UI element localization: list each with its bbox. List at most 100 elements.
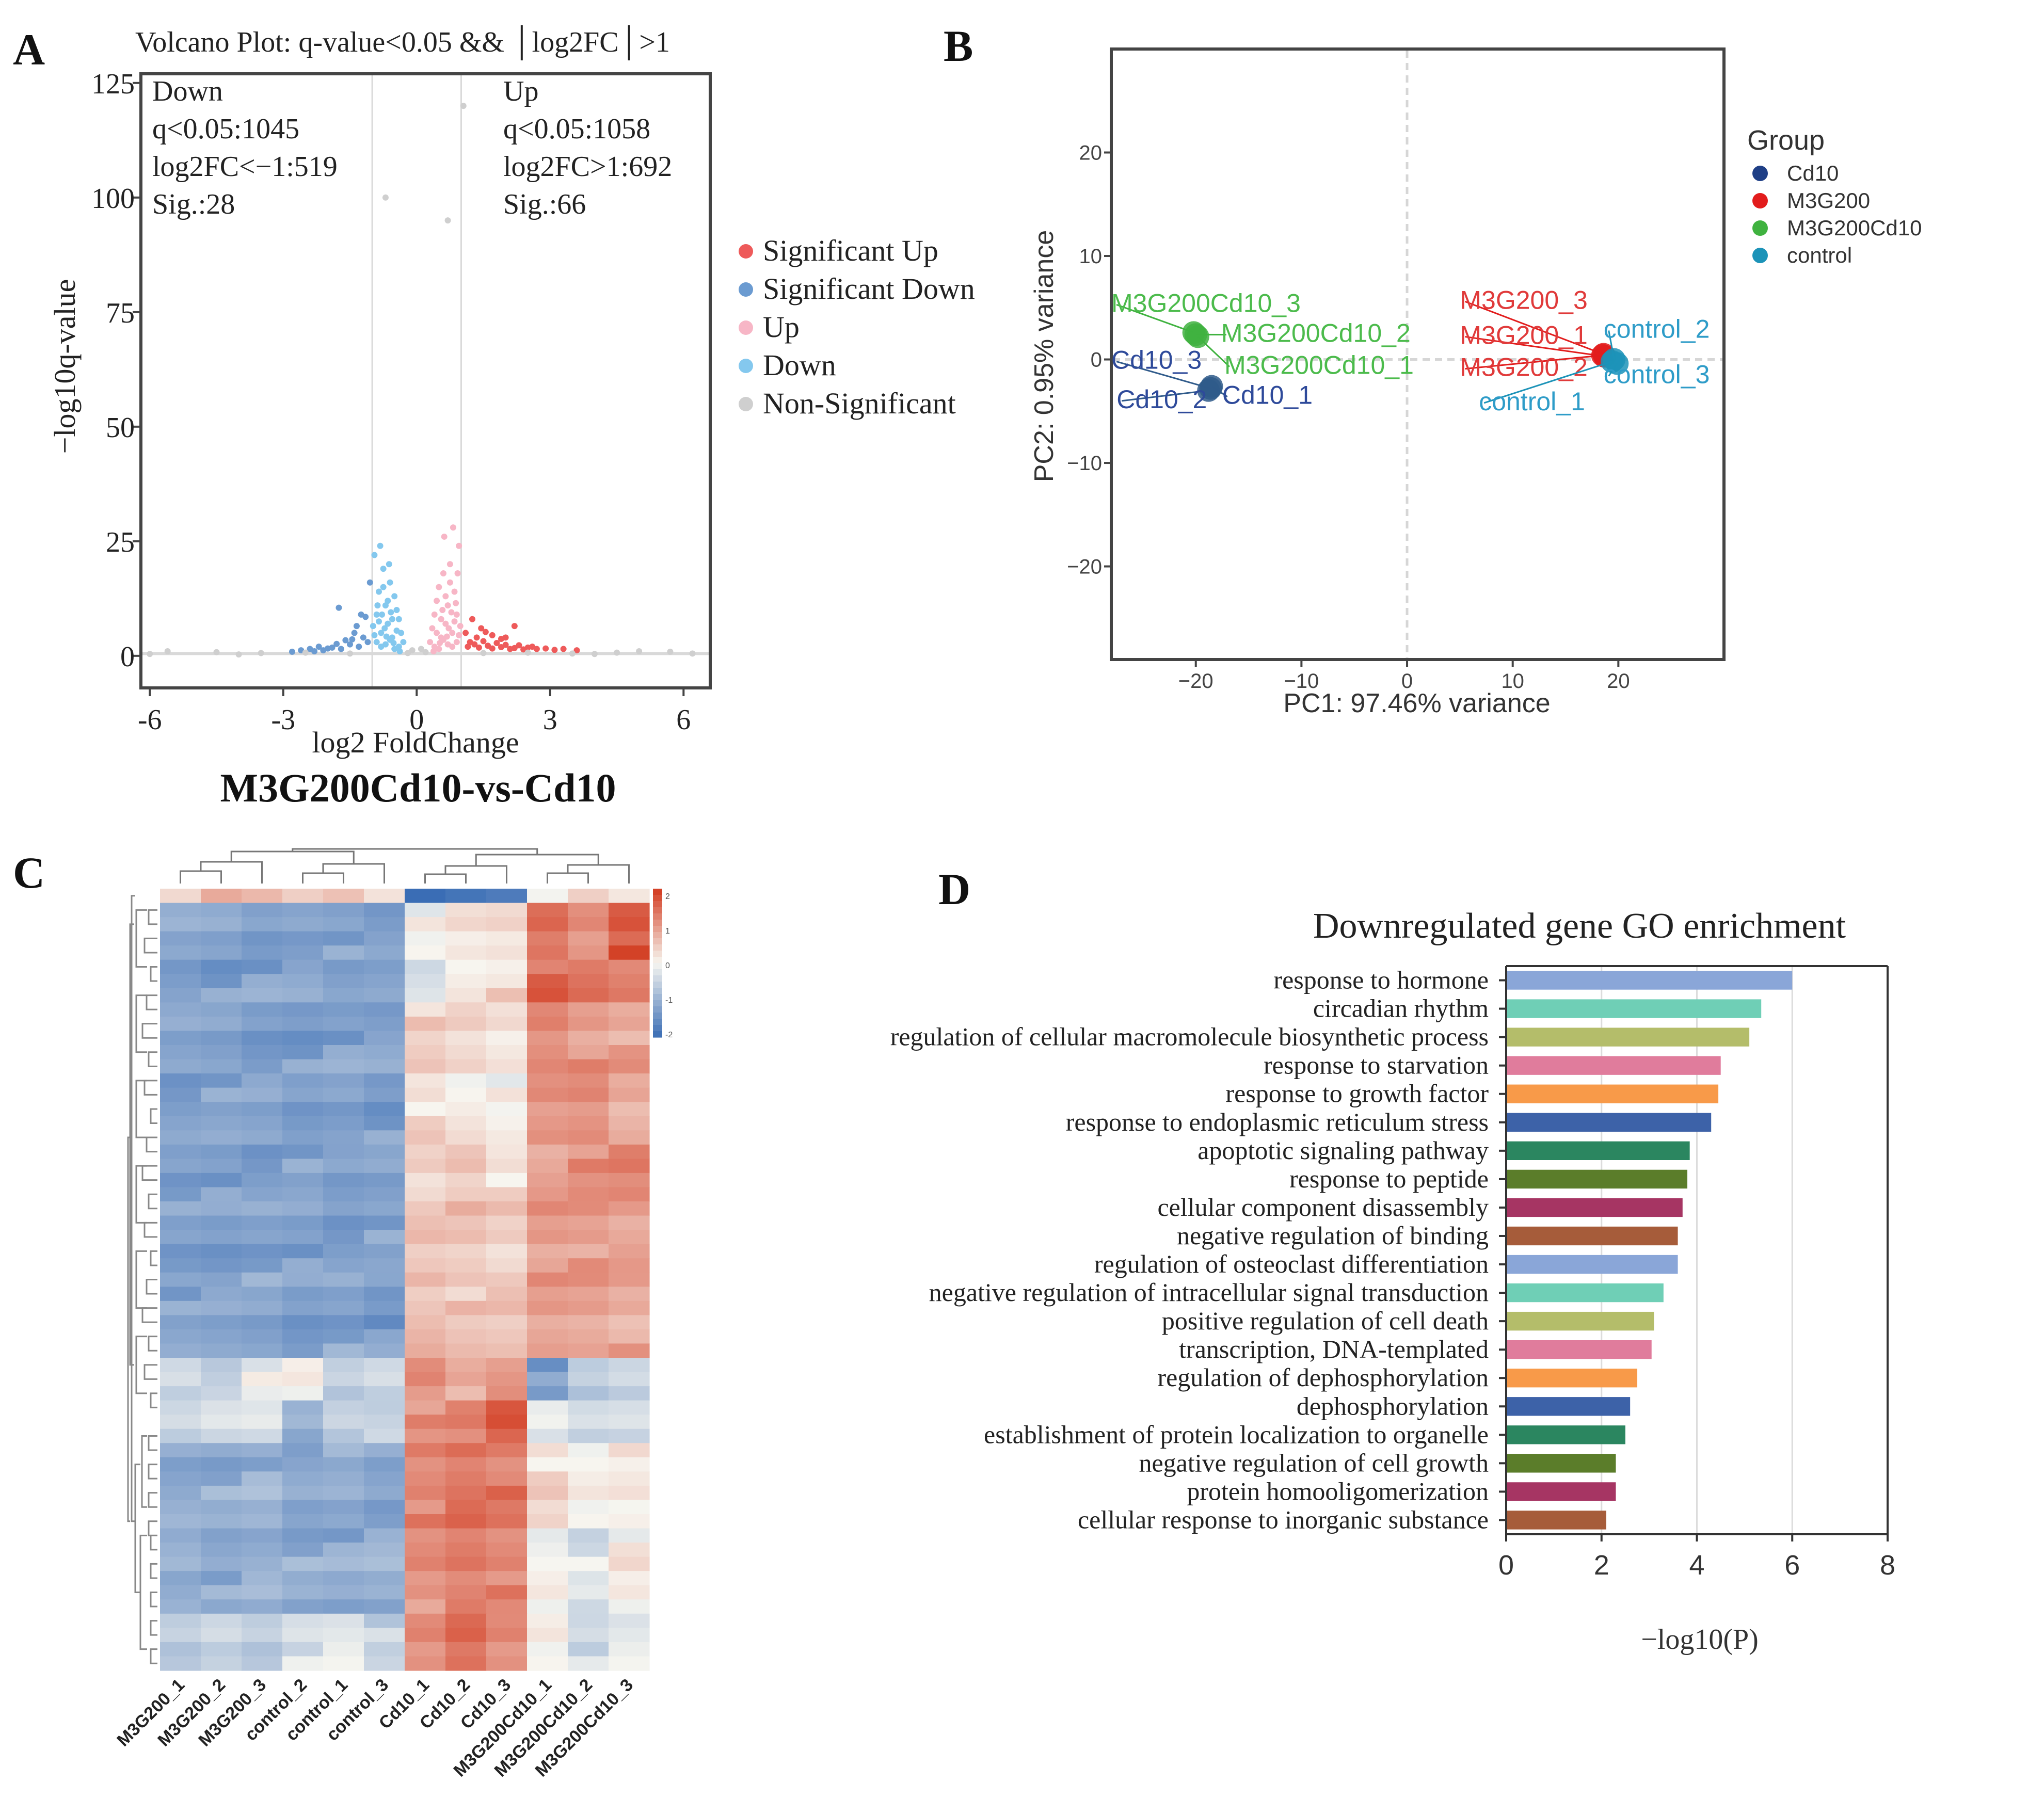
heatmap-cell <box>568 1201 609 1216</box>
heatmap-cell <box>568 1514 609 1529</box>
colorbar-segment <box>653 951 662 957</box>
go-term-label-response-to-hormone: response to hormone <box>1273 966 1489 994</box>
heatmap-cell <box>405 1556 446 1571</box>
colorbar-segment <box>653 944 662 951</box>
heatmap-cell <box>323 1343 364 1358</box>
heatmap-cell <box>364 1528 405 1543</box>
colorbar-segment <box>653 926 662 933</box>
pca-y-tick-label: 10 <box>1079 245 1103 268</box>
heatmap-cell <box>201 1415 242 1429</box>
heatmap-cell <box>527 1159 568 1174</box>
heatmap-cell <box>527 1656 568 1671</box>
heatmap-cell <box>201 1471 242 1486</box>
heatmap-cell <box>242 1159 283 1174</box>
volcano-point-up <box>434 630 440 636</box>
heatmap-cell <box>527 1599 568 1614</box>
heatmap-cell <box>242 988 283 1003</box>
volcano-point-non-significant <box>460 103 467 109</box>
pca-x-tick-label: 0 <box>1401 670 1413 693</box>
volcano-point-down <box>378 630 385 636</box>
volcano-point-down <box>373 639 380 646</box>
heatmap-cell <box>609 1201 650 1216</box>
heatmap-cell <box>609 1471 650 1486</box>
volcano-point-non-significant <box>258 650 264 656</box>
heatmap-cell <box>160 1457 201 1472</box>
heatmap-cell <box>445 1471 487 1486</box>
heatmap-cell <box>568 1585 609 1600</box>
heatmap-cell <box>160 1543 201 1557</box>
pca-label-connector <box>1116 303 1194 333</box>
volcano-point-significant-down <box>333 640 340 647</box>
heatmap-cell <box>201 1016 242 1032</box>
volcano-point-up <box>446 579 453 586</box>
heatmap-cell <box>527 974 568 989</box>
pca-y-axis-label: PC2: 0.95% variance <box>1029 230 1059 483</box>
heatmap-cell <box>609 974 650 989</box>
heatmap-cell <box>242 974 283 989</box>
heatmap-cell <box>242 1343 283 1358</box>
heatmap-cell <box>364 1059 405 1074</box>
heatmap-cell <box>527 1329 568 1344</box>
pca-point-cd10-3 <box>1199 377 1222 400</box>
go-term-label-response-to-endoplasmic-reticulum-stress: response to endoplasmic reticulum stress <box>1066 1107 1489 1136</box>
pca-x-tick-label: −10 <box>1284 670 1319 693</box>
heatmap-cell <box>242 1543 283 1557</box>
heatmap-cell <box>364 903 405 918</box>
heatmap-cell <box>282 1258 324 1273</box>
go-bar-cellular-component-disassembly <box>1506 1198 1683 1217</box>
heatmap-cell <box>405 1016 446 1032</box>
heatmap-cell <box>486 988 528 1003</box>
heatmap-cell <box>323 1656 364 1671</box>
heatmap-cell <box>282 1130 324 1145</box>
heatmap-cell <box>282 917 324 932</box>
heatmap-cell <box>242 1471 283 1486</box>
go-bar-positive-regulation-of-cell-death <box>1506 1311 1654 1331</box>
heatmap-cell <box>486 1428 528 1443</box>
volcano-point-down <box>385 598 391 604</box>
volcano-point-non-significant <box>382 194 389 201</box>
heatmap-cell <box>160 1471 201 1486</box>
heatmap-cell <box>364 1642 405 1657</box>
heatmap-cell <box>364 1613 405 1628</box>
volcano-point-significant-up <box>516 642 522 649</box>
heatmap-cell <box>405 1457 446 1472</box>
heatmap-cell <box>445 1059 487 1074</box>
volcano-point-up <box>434 598 440 604</box>
heatmap-cell <box>160 1514 201 1529</box>
heatmap-cell <box>364 1386 405 1401</box>
heatmap-colorbar: 2 1 0 -1 -2 <box>653 889 673 1039</box>
pca-point-label-control-2: control_2 <box>1604 314 1710 343</box>
heatmap-cell <box>609 1287 650 1302</box>
dendrogram-branch <box>150 1563 157 1579</box>
heatmap-cell <box>323 1543 364 1557</box>
heatmap-cell <box>242 1556 283 1571</box>
heatmap-cell <box>405 1087 446 1102</box>
heatmap-cell <box>486 1343 528 1358</box>
go-term-label-apoptotic-signaling-pathway: apoptotic signaling pathway <box>1197 1136 1489 1165</box>
heatmap-cell <box>445 1102 487 1117</box>
heatmap-cell <box>364 1500 405 1515</box>
colorbar-segment <box>653 1013 662 1019</box>
heatmap-cell <box>568 1102 609 1117</box>
heatmap-cell <box>242 889 283 904</box>
heatmap-cell <box>282 1230 324 1245</box>
heatmap-cell <box>364 1571 405 1586</box>
volcano-point-down <box>376 588 382 595</box>
heatmap-cell <box>486 1159 528 1174</box>
volcano-point-up <box>456 542 462 549</box>
heatmap-cell <box>609 1443 650 1458</box>
heatmap-cell <box>323 1613 364 1628</box>
heatmap-cell <box>160 1287 201 1302</box>
heatmap-cell <box>486 974 528 989</box>
heatmap-cell <box>609 1073 650 1088</box>
volcano-point-up <box>449 644 456 650</box>
heatmap-cell <box>242 1201 283 1216</box>
heatmap-cell <box>201 1159 242 1174</box>
pca-label-connector <box>1464 300 1604 355</box>
heatmap-cell <box>568 1329 609 1344</box>
heatmap-cell <box>405 1201 446 1216</box>
dendrogram-branch <box>148 1051 157 1067</box>
heatmap-cell <box>405 1244 446 1259</box>
heatmap-cell <box>242 1443 283 1458</box>
heatmap-cell <box>282 1628 324 1643</box>
